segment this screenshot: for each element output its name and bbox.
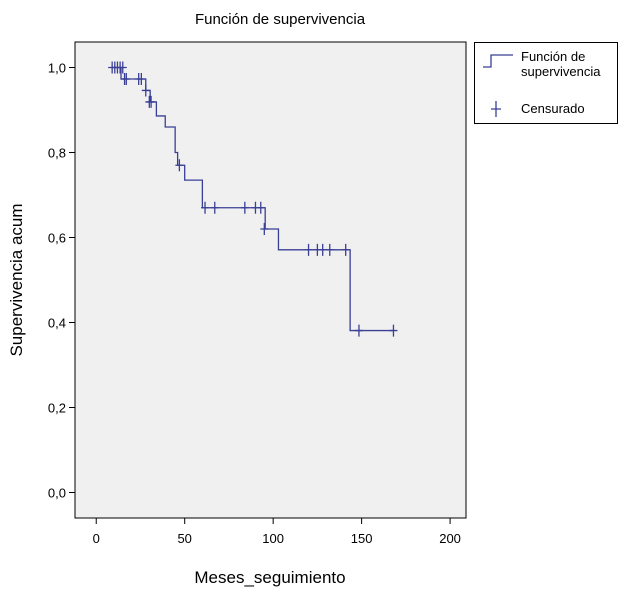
censor-mark xyxy=(240,201,249,214)
censor-mark xyxy=(354,324,363,337)
x-tick-label: 200 xyxy=(439,531,461,546)
y-tick-label: 0,6 xyxy=(48,231,66,246)
legend-censor-symbol xyxy=(491,101,501,117)
censor-mark xyxy=(318,243,327,256)
censor-mark xyxy=(201,201,210,214)
legend-symbol xyxy=(491,101,501,117)
x-tick-label: 150 xyxy=(351,531,373,546)
censor-mark xyxy=(325,243,334,256)
plot-area xyxy=(74,41,467,519)
censor-mark xyxy=(118,61,127,74)
censor-mark xyxy=(341,243,350,256)
y-tick-label: 0,8 xyxy=(48,146,66,161)
chart-title: Función de supervivencia xyxy=(195,11,366,28)
censor-mark xyxy=(122,72,131,85)
censor-mark xyxy=(175,159,184,172)
censor-mark xyxy=(260,223,269,235)
x-tick-label: 100 xyxy=(262,531,284,546)
y-tick-label: 1,0 xyxy=(48,61,66,76)
y-tick-label: 0,4 xyxy=(48,316,66,331)
censor-mark xyxy=(137,72,146,85)
legend-line xyxy=(483,54,513,68)
censor-mark xyxy=(147,95,156,108)
y-tick-label: 0,2 xyxy=(48,401,66,416)
legend-label: Censurado xyxy=(521,101,585,116)
censor-mark xyxy=(389,324,398,337)
y-axis-title: Supervivencia acum xyxy=(7,203,26,356)
legend: Función de supervivencia Censurado xyxy=(474,42,618,124)
x-tick-label: 50 xyxy=(177,531,191,546)
censor-mark xyxy=(141,84,150,97)
x-axis-title: Meses_seguimiento xyxy=(194,568,345,587)
censor-mark xyxy=(210,201,219,214)
x-tick-label: 0 xyxy=(93,531,100,546)
censor-mark xyxy=(256,201,265,214)
y-tick-label: 0,0 xyxy=(48,486,66,501)
legend-symbol xyxy=(483,54,513,68)
censor-mark xyxy=(304,243,313,256)
legend-label: Función de supervivencia xyxy=(521,49,601,79)
